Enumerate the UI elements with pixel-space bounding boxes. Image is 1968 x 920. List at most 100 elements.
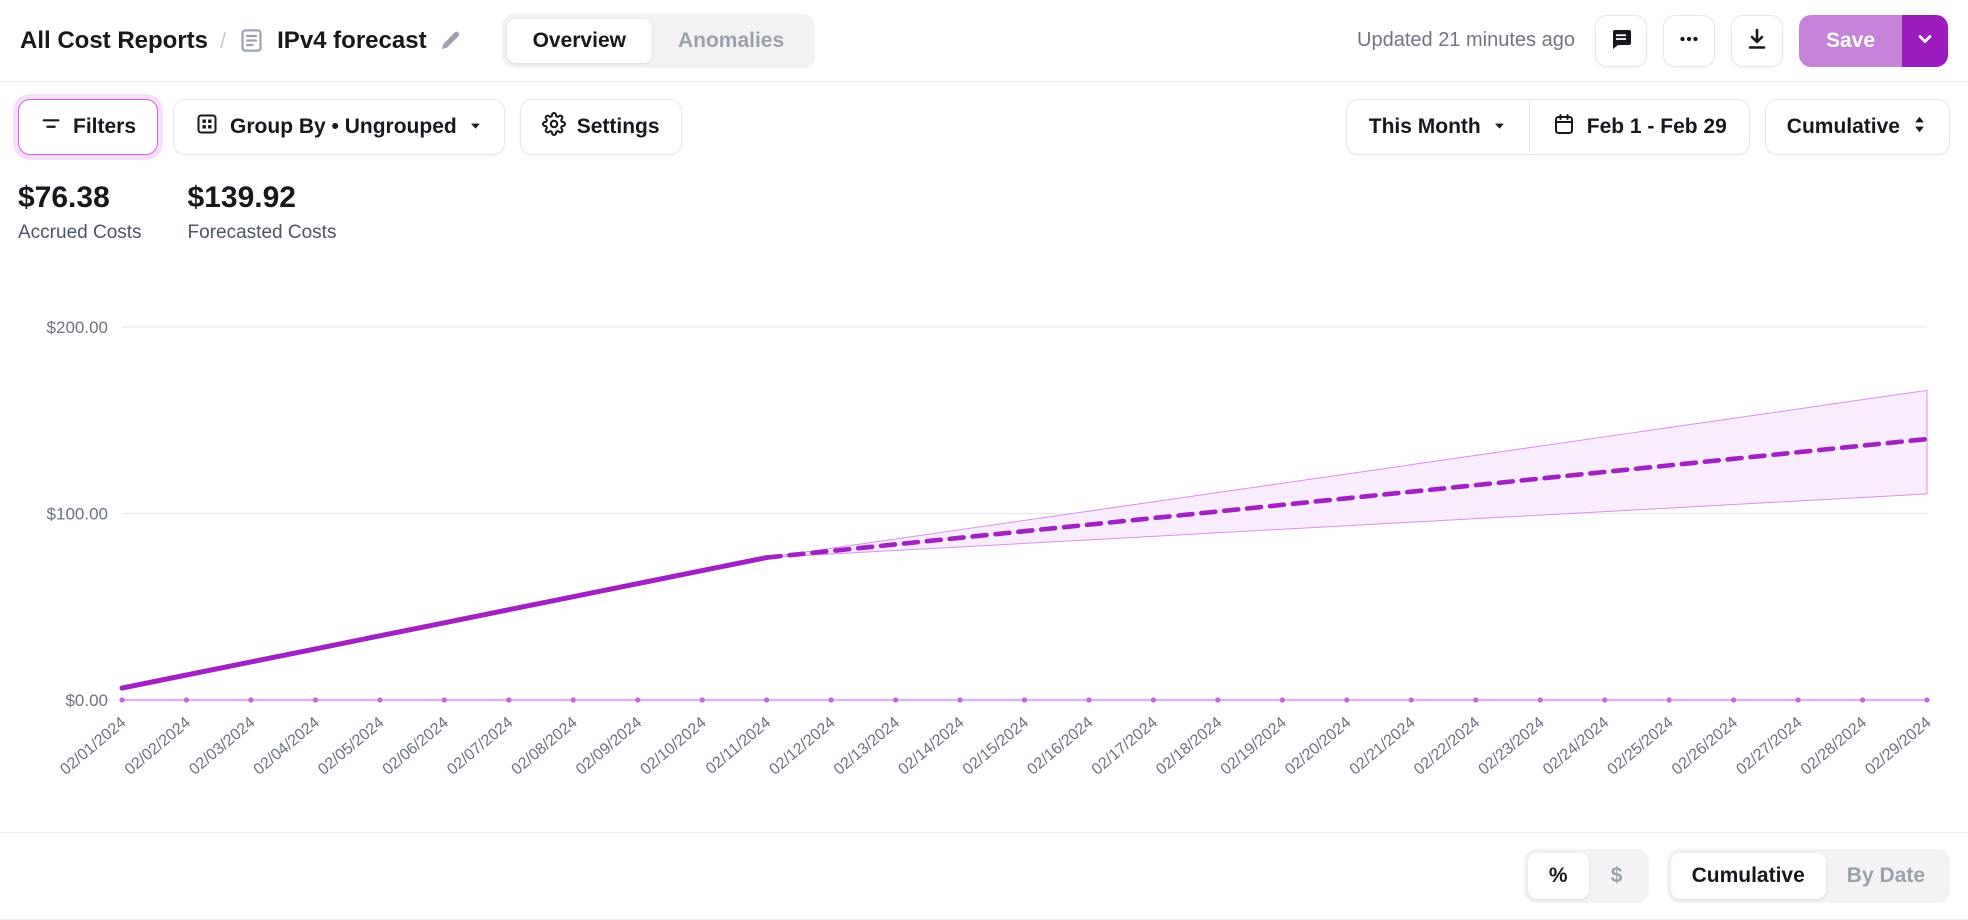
accrued-costs-value: $76.38 — [18, 181, 110, 214]
gear-icon — [541, 112, 566, 142]
breadcrumb-separator: / — [220, 27, 227, 53]
x-axis-label: 02/09/2024 — [573, 714, 645, 779]
x-axis-label: 02/07/2024 — [444, 714, 516, 779]
group-by-button[interactable]: Group By • Ungrouped — [173, 99, 505, 155]
settings-label: Settings — [576, 115, 660, 138]
save-split-button: Save — [1798, 14, 1948, 67]
baseline-point — [1795, 697, 1801, 703]
calendar-icon — [1552, 112, 1576, 142]
x-axis-label: 02/22/2024 — [1411, 714, 1483, 779]
x-axis-label: 02/17/2024 — [1089, 714, 1161, 779]
up-down-arrows-icon — [1911, 115, 1928, 140]
baseline-point — [1473, 697, 1479, 703]
x-axis-label: 02/02/2024 — [122, 714, 194, 779]
x-axis-label: 02/06/2024 — [380, 714, 452, 779]
more-options-button[interactable] — [1662, 14, 1715, 67]
actual-line — [119, 555, 770, 691]
period-dropdown[interactable]: This Month — [1347, 100, 1529, 154]
header: All Cost Reports / IPv4 forecast Overvie… — [0, 0, 1968, 82]
x-axis-label: 02/24/2024 — [1540, 714, 1612, 779]
chart-area: $0.00 $100.00 $200.00 02/01/2024 02/02/2024 0… — [0, 254, 1968, 831]
filter-icon — [40, 113, 62, 141]
header-actions: Updated 21 minutes ago — [1357, 14, 1948, 67]
baseline-point — [699, 697, 705, 703]
group-by-label: Group By • Ungrouped — [230, 115, 457, 138]
percent-toggle-button[interactable]: % — [1527, 853, 1589, 899]
toolbar: Filters Group By • Ungrouped Settings — [0, 99, 1968, 155]
x-axis-label: 02/16/2024 — [1024, 714, 1096, 779]
stat-accrued-costs: $76.38 Accrued Costs — [18, 181, 142, 244]
x-axis-label: 02/20/2024 — [1282, 714, 1354, 779]
caret-down-icon — [1492, 115, 1507, 139]
baseline-point — [764, 697, 770, 703]
aggregation-select[interactable]: Cumulative — [1764, 99, 1950, 155]
baseline-point — [957, 697, 963, 703]
chevron-down-icon — [1915, 29, 1935, 52]
baseline-point — [1408, 697, 1414, 703]
filters-label: Filters — [73, 115, 137, 138]
x-axis-label: 02/28/2024 — [1798, 714, 1870, 779]
x-axis-label: 02/04/2024 — [251, 714, 323, 779]
save-dropdown-button[interactable] — [1902, 14, 1948, 67]
baseline-point — [119, 697, 125, 703]
x-axis-label: 02/03/2024 — [186, 714, 258, 779]
ellipsis-icon — [1676, 26, 1702, 55]
x-axis-label: 02/27/2024 — [1733, 714, 1805, 779]
date-range-label: Feb 1 - Feb 29 — [1586, 115, 1727, 138]
baseline-point — [1537, 697, 1543, 703]
x-axis-label: 02/23/2024 — [1476, 714, 1548, 779]
mode-toggle: Cumulative By Date — [1666, 849, 1950, 903]
baseline-point — [377, 697, 383, 703]
page-title: IPv4 forecast — [277, 26, 427, 54]
view-tabs: Overview Anomalies — [501, 13, 816, 68]
forecasted-costs-value: $139.92 — [187, 181, 296, 214]
dollar-toggle-button[interactable]: $ — [1589, 853, 1645, 899]
cost-forecast-chart: $0.00$100.00$200.0002/01/202402/02/20240… — [47, 318, 1935, 779]
baseline-point — [1086, 697, 1092, 703]
comment-button[interactable] — [1594, 14, 1647, 67]
tab-anomalies[interactable]: Anomalies — [677, 28, 785, 52]
by-date-toggle-button[interactable]: By Date — [1826, 853, 1946, 899]
settings-button[interactable]: Settings — [519, 99, 682, 155]
baseline-point — [828, 697, 834, 703]
comment-icon — [1609, 27, 1633, 54]
x-axis-label: 02/01/2024 — [57, 714, 129, 779]
x-axis-label: 02/11/2024 — [703, 714, 774, 778]
unit-toggle: % $ — [1523, 849, 1649, 903]
baseline-point — [441, 697, 447, 703]
download-button[interactable] — [1730, 14, 1783, 67]
baseline-point — [183, 697, 190, 703]
baseline-point — [1344, 697, 1350, 703]
breadcrumb-root-link[interactable]: All Cost Reports — [20, 26, 209, 54]
baseline-point — [248, 697, 254, 703]
x-axis-label: 02/05/2024 — [315, 714, 387, 779]
x-axis-label: 02/18/2024 — [1153, 714, 1225, 779]
breadcrumb: All Cost Reports / IPv4 forecast — [20, 27, 462, 55]
footer-controls: % $ Cumulative By Date — [0, 832, 1968, 920]
grid-icon — [195, 112, 219, 142]
baseline-point — [1666, 697, 1672, 703]
baseline-point — [506, 697, 512, 703]
y-axis-label: $0.00 — [65, 691, 108, 710]
forecast-line — [764, 436, 1930, 560]
y-axis-label: $200.00 — [47, 318, 108, 337]
caret-down-icon — [468, 115, 483, 139]
save-button[interactable]: Save — [1798, 14, 1902, 67]
tab-overview[interactable]: Overview — [506, 18, 652, 63]
baseline-point — [312, 697, 318, 703]
x-axis-label: 02/29/2024 — [1862, 714, 1934, 779]
cumulative-toggle-button[interactable]: Cumulative — [1670, 853, 1826, 899]
y-axis-label: $100.00 — [47, 505, 108, 524]
updated-timestamp: Updated 21 minutes ago — [1357, 29, 1575, 51]
stat-forecasted-costs: $139.92 Forecasted Costs — [188, 181, 337, 244]
x-axis-label: 02/15/2024 — [960, 714, 1032, 779]
x-axis-label: 02/08/2024 — [509, 714, 581, 779]
edit-pencil-icon[interactable] — [439, 29, 462, 52]
filters-button[interactable]: Filters — [18, 99, 159, 155]
date-range-picker[interactable]: Feb 1 - Feb 29 — [1528, 100, 1749, 154]
x-axis-label: 02/26/2024 — [1669, 714, 1741, 779]
x-axis-label: 02/14/2024 — [895, 714, 967, 779]
baseline-point — [1215, 697, 1221, 703]
baseline-point — [635, 697, 641, 703]
toolbar-right: This Month Feb 1 - Feb 29 Cumulative — [1345, 99, 1950, 155]
